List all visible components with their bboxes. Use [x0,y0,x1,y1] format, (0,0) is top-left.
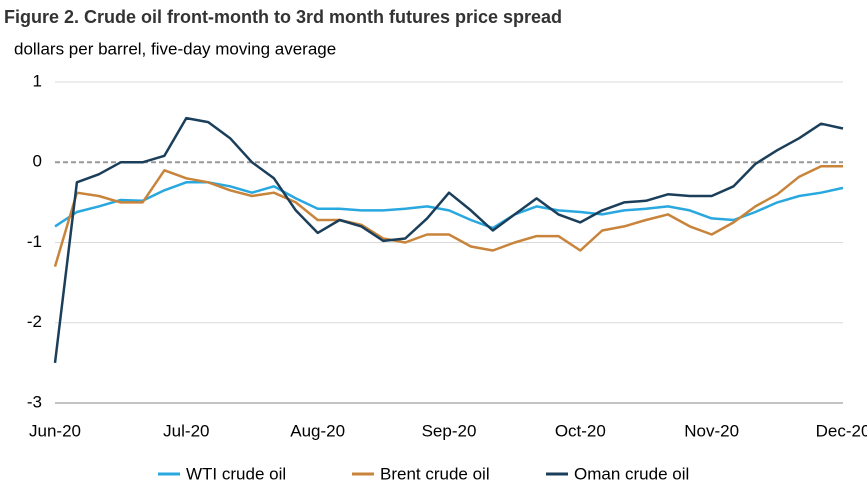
x-tick-label: Jun-20 [29,421,81,440]
y-tick-label: 1 [33,71,42,90]
legend-label: WTI crude oil [186,464,286,483]
x-tick-label: Oct-20 [555,421,606,440]
y-tick-label: -3 [27,392,42,411]
legend-label: Oman crude oil [574,464,689,483]
x-tick-label: Nov-20 [684,421,739,440]
series-line [54,181,844,230]
y-tick-label: -2 [27,312,42,331]
x-tick-label: Aug-20 [290,421,345,440]
x-tick-label: Dec-20 [816,421,867,440]
y-tick-label: -1 [27,232,42,251]
series-line [53,165,843,267]
series-line [53,116,844,364]
chart-subtitle: dollars per barrel, five-day moving aver… [14,39,336,58]
chart-title: Figure 2. Crude oil front-month to 3rd m… [4,7,562,27]
y-tick-label: 0 [33,152,42,171]
x-tick-label: Jul-20 [163,421,209,440]
x-tick-label: Sep-20 [422,421,477,440]
legend-label: Brent crude oil [380,464,490,483]
